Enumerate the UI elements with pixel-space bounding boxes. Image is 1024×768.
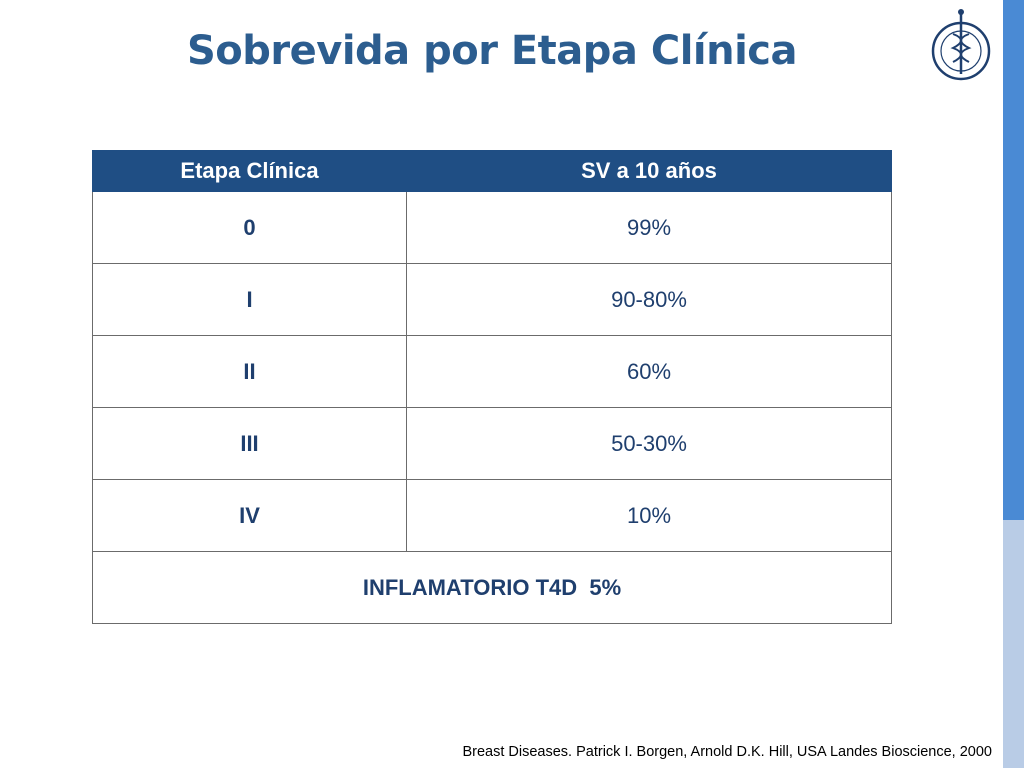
survival-cell: 90-80% [406, 263, 892, 336]
survival-table: Etapa Clínica SV a 10 años 0 99% I 90-80… [92, 150, 892, 624]
table-row: I 90-80% [92, 263, 892, 336]
table-row: II 60% [92, 335, 892, 408]
inflammatory-cell: INFLAMATORIO T4D 5% [92, 551, 892, 624]
survival-cell: 99% [406, 191, 892, 264]
table-header-row: Etapa Clínica SV a 10 años [92, 150, 892, 192]
stage-cell: 0 [92, 191, 407, 264]
stage-cell: I [92, 263, 407, 336]
survival-cell: 10% [406, 479, 892, 552]
survival-cell: 50-30% [406, 407, 892, 480]
table-row: III 50-30% [92, 407, 892, 480]
table-footer-row: INFLAMATORIO T4D 5% [92, 551, 892, 624]
table-row: 0 99% [92, 191, 892, 264]
slide-title: Sobrevida por Etapa Clínica [186, 28, 798, 74]
stage-cell: III [92, 407, 407, 480]
survival-cell: 60% [406, 335, 892, 408]
side-bar-top [1003, 0, 1024, 520]
stage-cell: II [92, 335, 407, 408]
stage-cell: IV [92, 479, 407, 552]
header-survival: SV a 10 años [406, 150, 892, 192]
table-row: IV 10% [92, 479, 892, 552]
institution-seal-icon [929, 4, 993, 86]
citation-text: Breast Diseases. Patrick I. Borgen, Arno… [462, 744, 992, 760]
side-bar-bottom [1003, 520, 1024, 768]
header-stage: Etapa Clínica [92, 150, 407, 192]
